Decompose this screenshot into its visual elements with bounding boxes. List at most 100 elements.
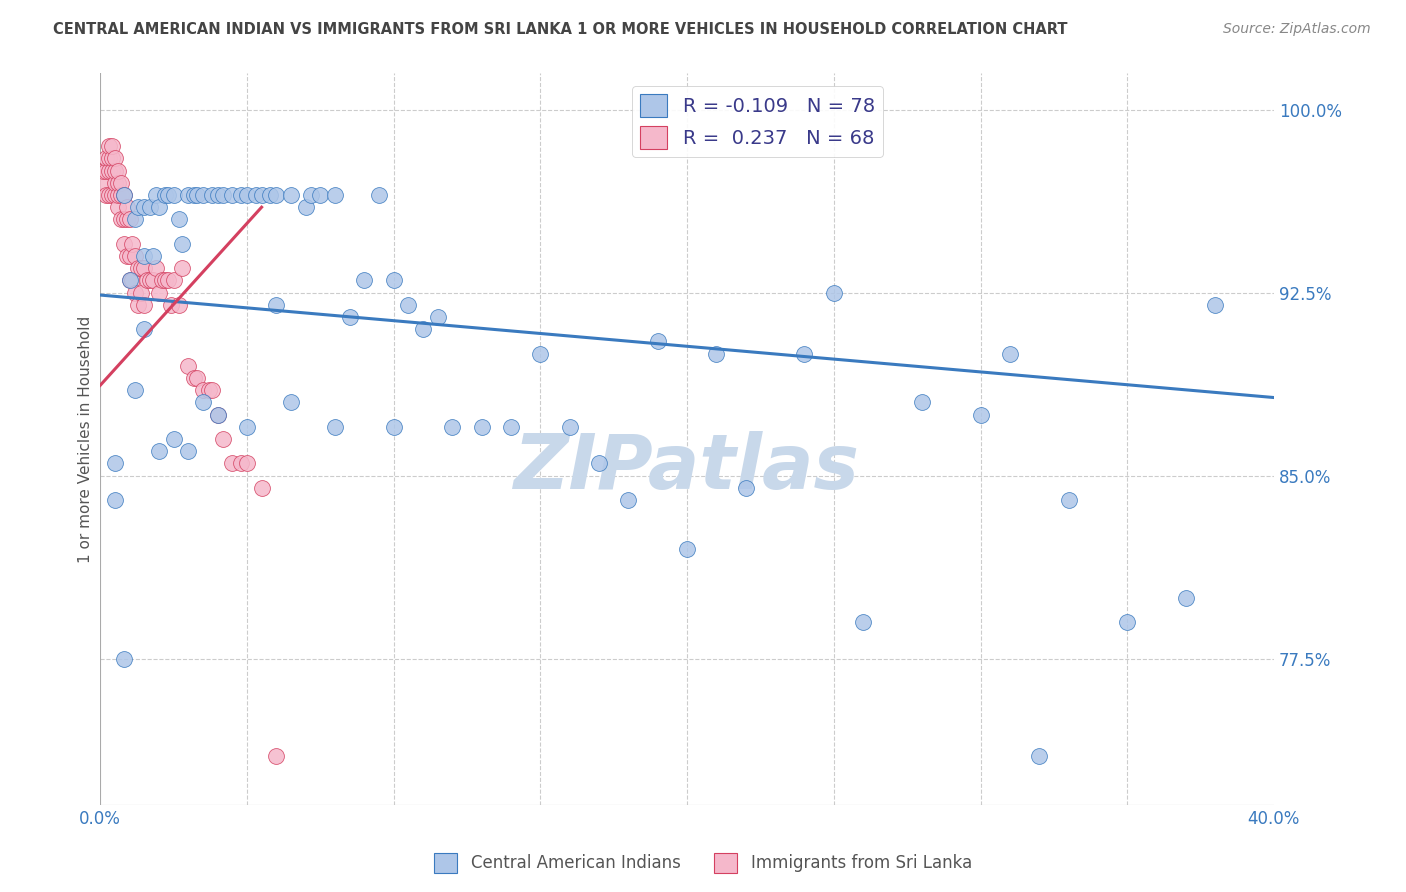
- Point: [998, 346, 1021, 360]
- Point: [129, 285, 152, 300]
- Point: [134, 249, 156, 263]
- Point: [107, 176, 129, 190]
- Point: [112, 236, 135, 251]
- Point: [104, 176, 127, 190]
- Point: [124, 212, 146, 227]
- Point: [236, 188, 259, 202]
- Point: [353, 273, 375, 287]
- Point: [101, 163, 124, 178]
- Point: [706, 346, 728, 360]
- Point: [280, 188, 302, 202]
- Point: [499, 420, 522, 434]
- Point: [134, 261, 156, 276]
- Legend: Central American Indians, Immigrants from Sri Lanka: Central American Indians, Immigrants fro…: [427, 847, 979, 880]
- Point: [323, 188, 346, 202]
- Point: [676, 541, 699, 556]
- Point: [118, 273, 141, 287]
- Point: [911, 395, 934, 409]
- Point: [191, 383, 214, 397]
- Point: [98, 163, 121, 178]
- Point: [101, 139, 124, 153]
- Point: [207, 408, 229, 422]
- Point: [124, 249, 146, 263]
- Point: [471, 420, 494, 434]
- Point: [145, 261, 167, 276]
- Point: [412, 322, 434, 336]
- Point: [426, 310, 449, 324]
- Point: [617, 493, 640, 508]
- Point: [115, 212, 138, 227]
- Point: [339, 310, 361, 324]
- Point: [148, 444, 170, 458]
- Point: [159, 298, 181, 312]
- Point: [201, 383, 224, 397]
- Point: [107, 200, 129, 214]
- Point: [162, 432, 184, 446]
- Point: [309, 188, 332, 202]
- Point: [148, 285, 170, 300]
- Point: [156, 188, 179, 202]
- Point: [162, 273, 184, 287]
- Point: [139, 273, 162, 287]
- Point: [118, 249, 141, 263]
- Point: [1116, 615, 1139, 629]
- Point: [127, 200, 149, 214]
- Point: [145, 188, 167, 202]
- Point: [236, 420, 259, 434]
- Point: [172, 261, 194, 276]
- Point: [129, 261, 152, 276]
- Point: [382, 420, 405, 434]
- Point: [647, 334, 669, 349]
- Point: [101, 152, 124, 166]
- Point: [112, 212, 135, 227]
- Point: [382, 273, 405, 287]
- Point: [396, 298, 419, 312]
- Point: [186, 188, 208, 202]
- Point: [264, 188, 287, 202]
- Point: [197, 383, 219, 397]
- Text: Source: ZipAtlas.com: Source: ZipAtlas.com: [1223, 22, 1371, 37]
- Point: [112, 188, 135, 202]
- Point: [183, 188, 205, 202]
- Point: [229, 457, 252, 471]
- Point: [121, 236, 143, 251]
- Text: CENTRAL AMERICAN INDIAN VS IMMIGRANTS FROM SRI LANKA 1 OR MORE VEHICLES IN HOUSE: CENTRAL AMERICAN INDIAN VS IMMIGRANTS FR…: [53, 22, 1069, 37]
- Y-axis label: 1 or more Vehicles in Household: 1 or more Vehicles in Household: [79, 316, 93, 563]
- Point: [250, 481, 273, 495]
- Point: [1174, 591, 1197, 605]
- Point: [245, 188, 267, 202]
- Point: [212, 432, 235, 446]
- Point: [118, 273, 141, 287]
- Point: [142, 273, 165, 287]
- Point: [110, 176, 132, 190]
- Point: [1057, 493, 1080, 508]
- Point: [221, 457, 243, 471]
- Point: [110, 212, 132, 227]
- Point: [162, 188, 184, 202]
- Point: [823, 285, 845, 300]
- Point: [558, 420, 581, 434]
- Point: [156, 273, 179, 287]
- Point: [264, 749, 287, 764]
- Point: [1028, 749, 1050, 764]
- Point: [91, 176, 114, 190]
- Point: [112, 651, 135, 665]
- Point: [588, 457, 610, 471]
- Point: [101, 188, 124, 202]
- Point: [207, 188, 229, 202]
- Point: [212, 188, 235, 202]
- Point: [104, 493, 127, 508]
- Point: [115, 249, 138, 263]
- Point: [221, 188, 243, 202]
- Point: [98, 188, 121, 202]
- Point: [177, 188, 200, 202]
- Point: [229, 188, 252, 202]
- Point: [104, 152, 127, 166]
- Point: [250, 188, 273, 202]
- Point: [368, 188, 391, 202]
- Point: [207, 408, 229, 422]
- Point: [186, 371, 208, 385]
- Point: [183, 371, 205, 385]
- Point: [124, 285, 146, 300]
- Point: [98, 139, 121, 153]
